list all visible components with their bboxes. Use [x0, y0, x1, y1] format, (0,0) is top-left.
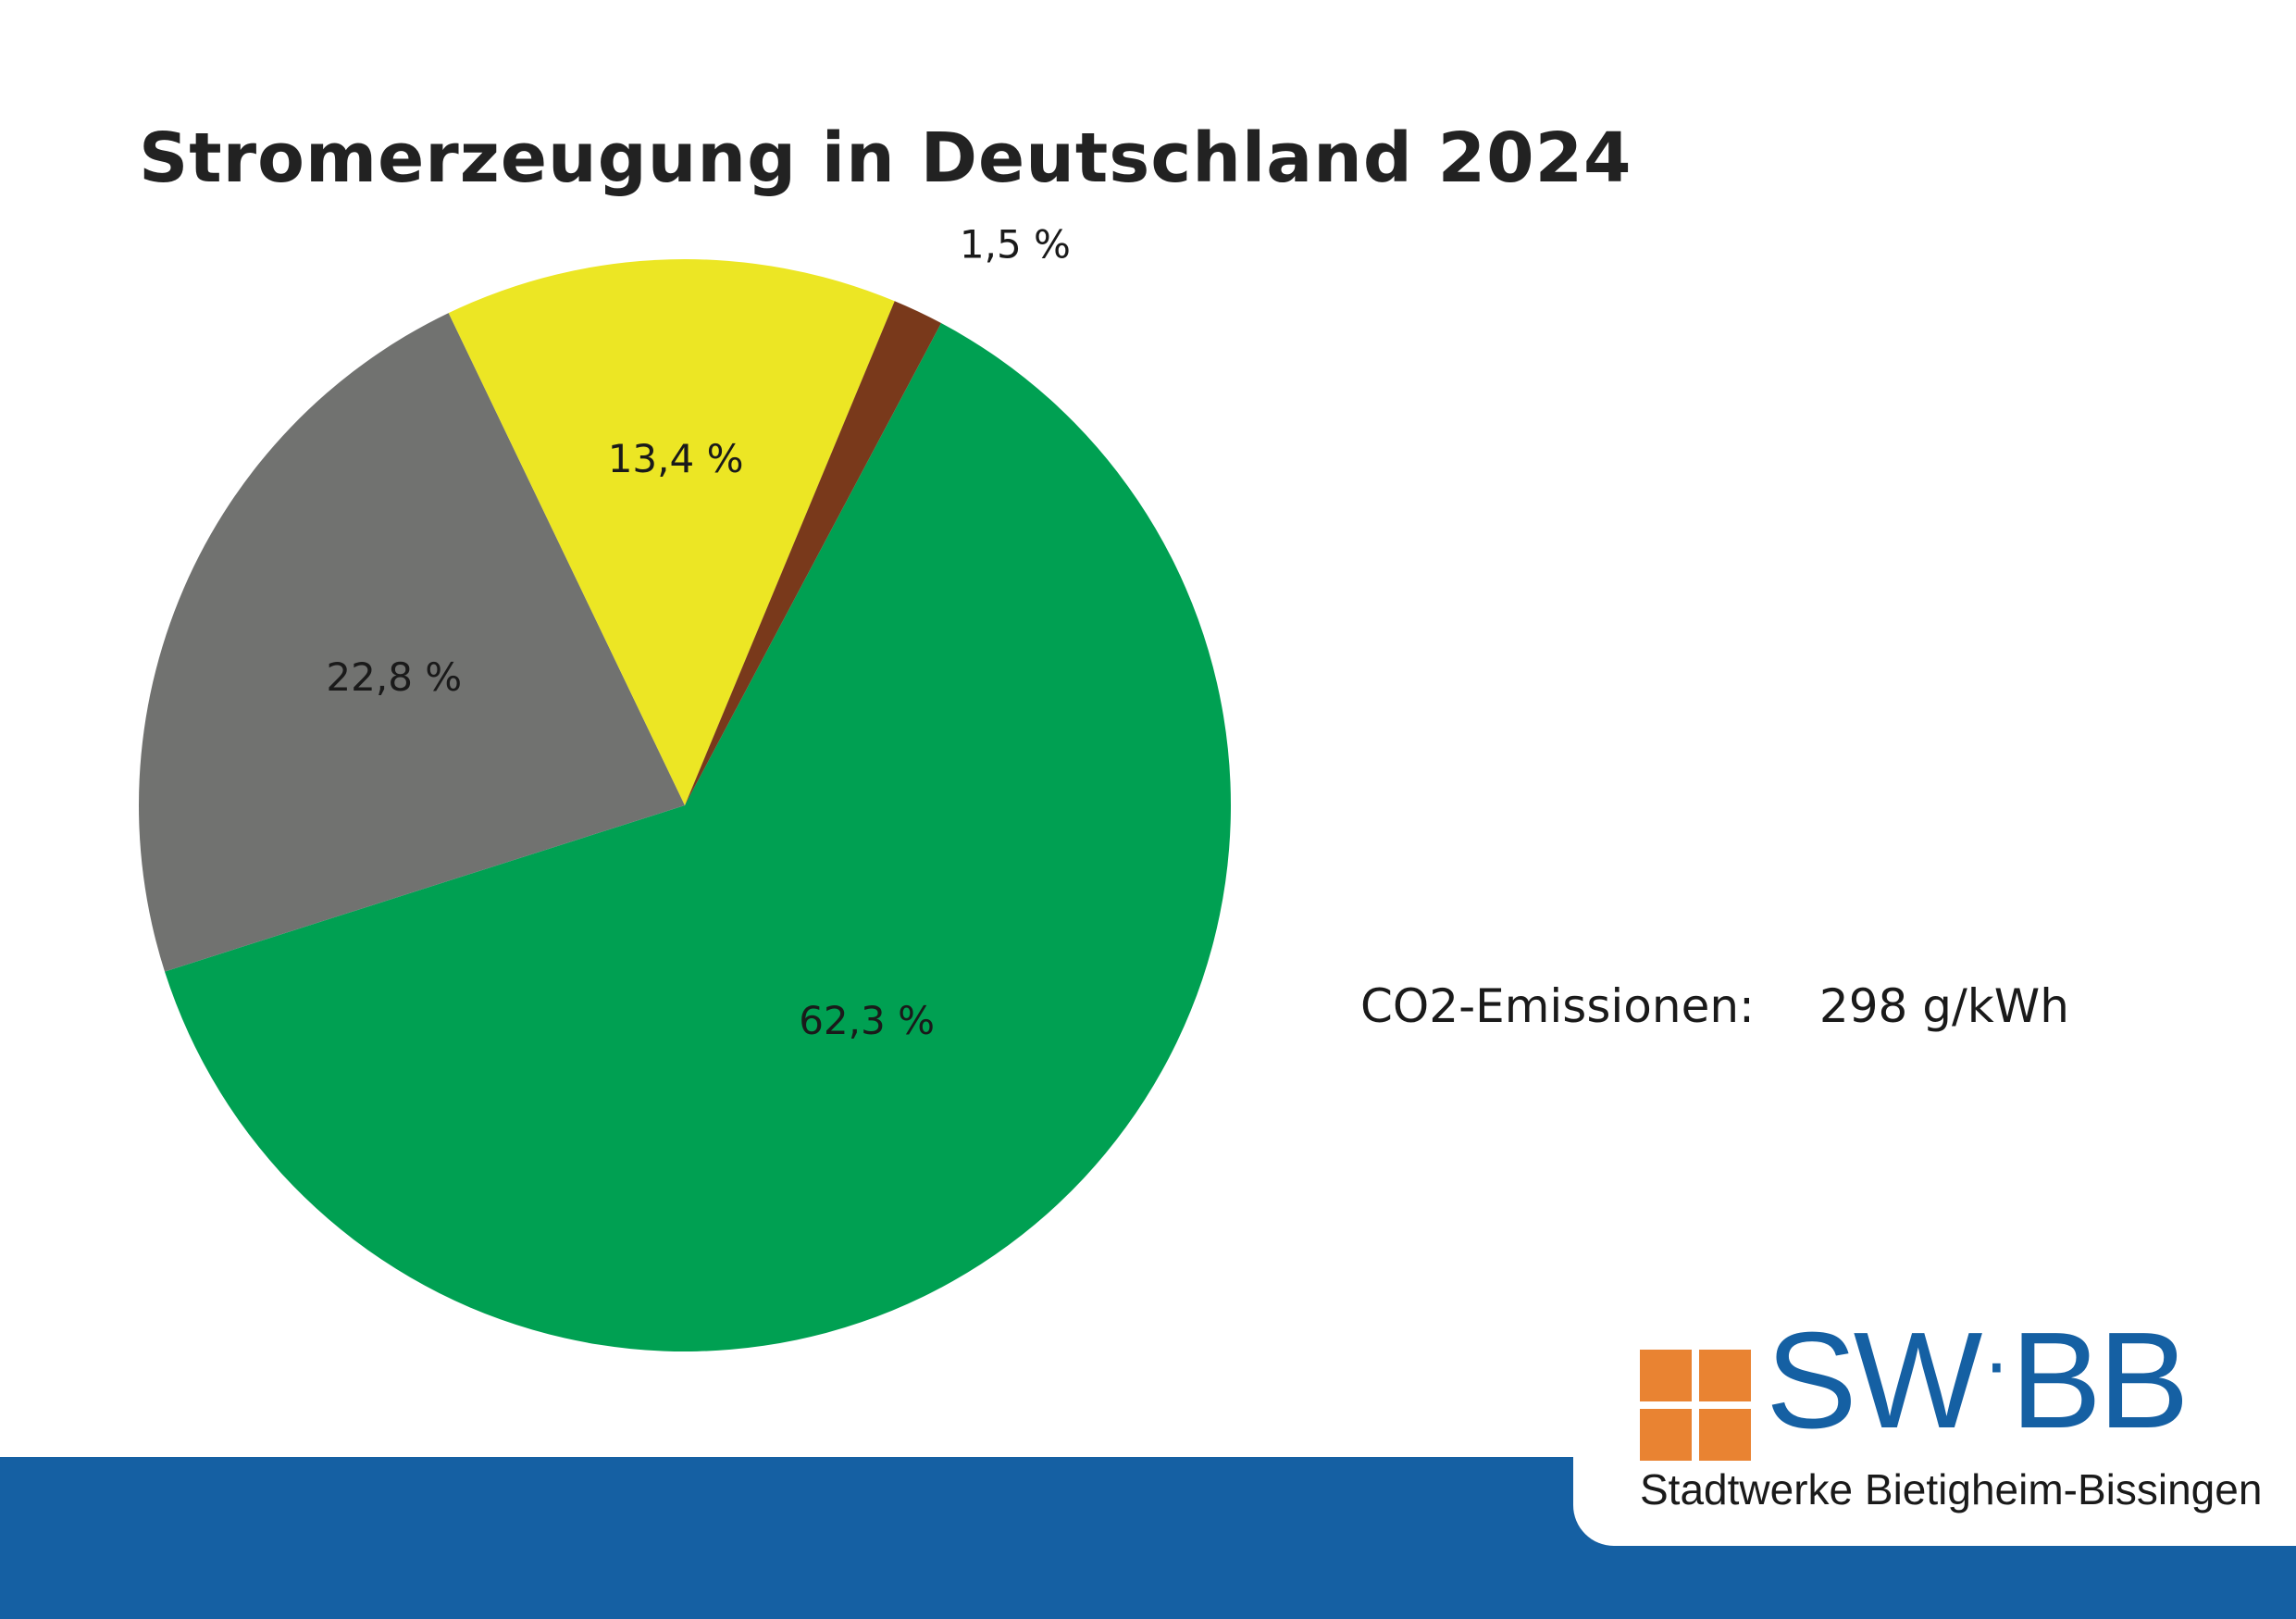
- page-title: Stromerzeugung in Deutschland 2024: [139, 118, 1632, 198]
- pie-slices: [138, 259, 1231, 1351]
- co2-emissions: CO2-Emissionen: 298 g/kWh: [1360, 979, 2069, 1033]
- pie-slice-3: [448, 259, 895, 805]
- pie-labels: 62,3 % 22,8 % 13,4 % 1,5 %: [326, 222, 1071, 1043]
- pie-label-4: 1,5 %: [960, 222, 1071, 268]
- logo-wordmark: SW·BB: [1766, 1304, 2190, 1457]
- pie-label-2: 22,8 %: [326, 654, 462, 700]
- pie-slice-2: [138, 313, 685, 972]
- pie-label-1: 62,3 %: [799, 998, 935, 1043]
- pie-slice-4: [685, 301, 941, 805]
- pie-label-3: 13,4 %: [608, 436, 744, 481]
- logo-subtitle: Stadtwerke Bietigheim-Bissingen: [1640, 1465, 2263, 1513]
- pie-slice-1: [164, 323, 1231, 1351]
- co2-label: CO2-Emissionen:: [1360, 979, 1755, 1033]
- logo: SW·BB Stadtwerke Bietigheim-Bissingen: [1573, 1305, 2296, 1546]
- co2-value: 298 g/kWh: [1818, 979, 2069, 1033]
